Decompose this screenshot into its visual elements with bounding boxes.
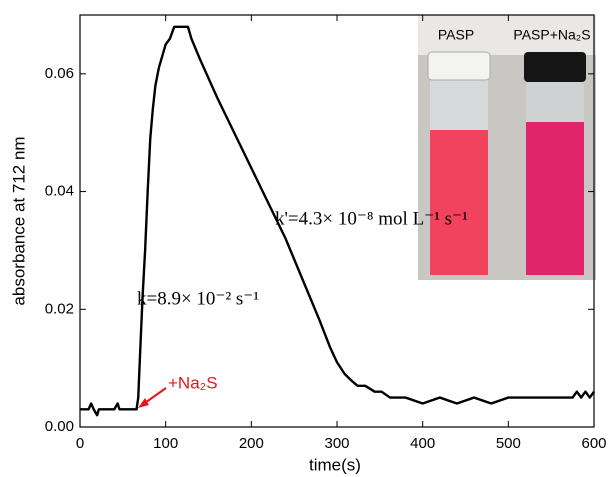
y-tick-label: 0.06 <box>45 65 74 82</box>
y-axis-label: absorbance at 712 nm <box>9 136 28 305</box>
inset-label: PASP+Na₂S <box>513 27 590 43</box>
x-tick-label: 400 <box>410 435 435 452</box>
x-tick-label: 200 <box>239 435 264 452</box>
y-tick-label: 0.00 <box>45 418 74 435</box>
annotation: +Na₂S <box>168 373 218 392</box>
data-line <box>80 25 595 417</box>
x-tick-label: 100 <box>153 435 178 452</box>
x-tick-label: 300 <box>324 435 349 452</box>
x-tick-label: 600 <box>581 435 606 452</box>
y-tick-label: 0.02 <box>45 300 74 317</box>
x-tick-label: 500 <box>496 435 521 452</box>
liquid <box>526 122 584 275</box>
cap <box>524 52 586 82</box>
annotation: k'=4.3× 10⁻⁸ mol L⁻¹ s⁻¹ <box>275 208 468 229</box>
arrow-head <box>138 398 149 408</box>
photo-top <box>418 15 596 55</box>
inset-photo: PASP PASP+Na₂S <box>418 15 596 280</box>
cap <box>427 51 491 81</box>
annotation: k=8.9× 10⁻² s⁻¹ <box>137 288 259 309</box>
liquid <box>430 130 488 275</box>
x-tick-label: 0 <box>76 435 84 452</box>
y-tick-label: 0.04 <box>45 183 74 200</box>
inset-label: PASP <box>438 27 474 43</box>
x-axis-label: time(s) <box>309 455 361 474</box>
